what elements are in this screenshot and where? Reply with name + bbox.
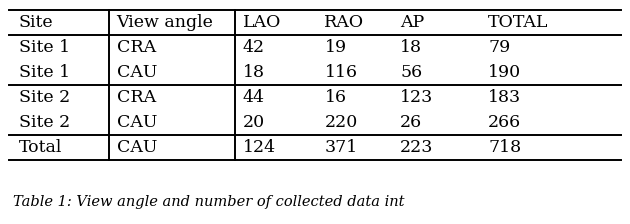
Text: 223: 223 [400,139,433,156]
Text: TOTAL: TOTAL [488,14,549,31]
Text: 18: 18 [400,39,422,56]
Text: CAU: CAU [117,64,157,81]
Text: 42: 42 [243,39,265,56]
Text: Site 2: Site 2 [19,89,70,106]
Text: 26: 26 [400,114,422,131]
Text: 16: 16 [324,89,346,106]
Text: CRA: CRA [117,39,156,56]
Text: Site: Site [19,14,54,31]
Text: CAU: CAU [117,139,157,156]
Text: 190: 190 [488,64,522,81]
Text: 718: 718 [488,139,522,156]
Text: CRA: CRA [117,89,156,106]
Text: 266: 266 [488,114,522,131]
Text: Site 1: Site 1 [19,64,70,81]
Text: 123: 123 [400,89,433,106]
Text: Site 1: Site 1 [19,39,70,56]
Text: 44: 44 [243,89,265,106]
Text: 56: 56 [400,64,422,81]
Text: Table 1: View angle and number of collected data int: Table 1: View angle and number of collec… [13,195,404,209]
Text: Site 2: Site 2 [19,114,70,131]
Text: 371: 371 [324,139,358,156]
Text: CAU: CAU [117,114,157,131]
Text: 18: 18 [243,64,265,81]
Text: 79: 79 [488,39,510,56]
Text: 20: 20 [243,114,265,131]
Text: AP: AP [400,14,424,31]
Text: 220: 220 [324,114,358,131]
Text: 116: 116 [324,64,357,81]
Text: 19: 19 [324,39,346,56]
Text: LAO: LAO [243,14,281,31]
Text: 124: 124 [243,139,276,156]
Text: Total: Total [19,139,62,156]
Text: RAO: RAO [324,14,365,31]
Text: View angle: View angle [117,14,214,31]
Text: 183: 183 [488,89,522,106]
